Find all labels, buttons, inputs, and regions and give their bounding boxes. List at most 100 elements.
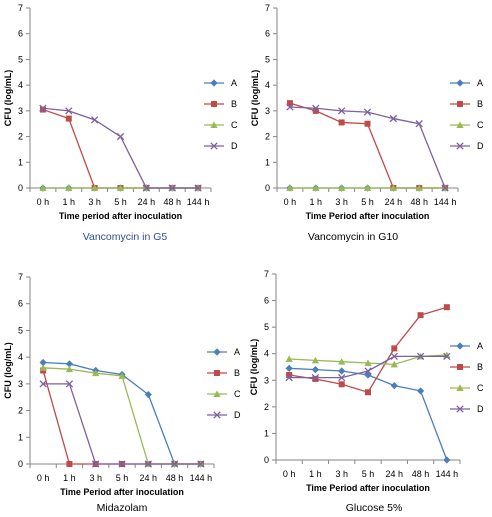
y-tick-label: 3 bbox=[264, 375, 269, 385]
data-point-a bbox=[338, 367, 346, 375]
data-point-c bbox=[285, 355, 293, 363]
legend-marker-b bbox=[211, 101, 217, 107]
y-tick-label: 4 bbox=[18, 80, 23, 90]
data-point-d bbox=[389, 114, 398, 123]
x-axis-title: Time Period after inoculation bbox=[306, 211, 430, 221]
legend-marker-d bbox=[213, 411, 221, 419]
legend-marker-d bbox=[456, 142, 464, 150]
data-point-d bbox=[39, 104, 47, 112]
legend-label-b: B bbox=[234, 368, 240, 378]
data-point-a bbox=[39, 358, 47, 367]
data-point-c bbox=[311, 356, 320, 364]
y-axis-title: CFU (log/mL) bbox=[3, 70, 13, 127]
chart-panel-3: 0 1 2 3 4 5 6 7 0 h 1 h 3 h 5 h 24 h 48 h 144 h Time Pe… bbox=[3, 272, 241, 514]
data-point-c bbox=[364, 359, 372, 367]
data-point-b bbox=[391, 345, 398, 352]
legend-marker-b bbox=[214, 370, 220, 376]
legend-marker-d bbox=[210, 142, 218, 150]
legend-marker-c bbox=[210, 121, 218, 128]
y-tick-label: 6 bbox=[18, 299, 23, 309]
data-point-c bbox=[118, 372, 126, 379]
series-line-b bbox=[289, 102, 446, 189]
data-point-a bbox=[285, 364, 293, 372]
y-tick-label: 7 bbox=[264, 269, 269, 279]
data-point-c bbox=[312, 184, 320, 191]
y-tick-label: 1 bbox=[18, 432, 23, 442]
data-point-b bbox=[286, 100, 293, 107]
data-point-c bbox=[39, 184, 47, 191]
data-point-a bbox=[416, 387, 425, 395]
x-tick-label: 5 h bbox=[362, 469, 375, 479]
legend-label-d: D bbox=[231, 141, 238, 151]
data-point-c bbox=[338, 184, 346, 191]
y-tick-label: 0 bbox=[18, 183, 23, 193]
data-point-d bbox=[197, 460, 205, 468]
x-tick-label: 144 h bbox=[187, 197, 210, 207]
y-tick-label: 4 bbox=[18, 352, 23, 362]
data-point-d bbox=[311, 373, 320, 382]
x-tick-label: 144 h bbox=[190, 473, 213, 483]
x-tick-label: 24 h bbox=[140, 473, 158, 483]
x-axis-title: Time Period after inoculation bbox=[60, 487, 184, 497]
data-point-d bbox=[116, 132, 125, 141]
data-point-c bbox=[390, 360, 398, 368]
x-tick-label: 1 h bbox=[310, 197, 323, 207]
y-tick-label: 6 bbox=[264, 296, 269, 306]
data-point-c bbox=[39, 364, 47, 371]
x-tick-label: 3 h bbox=[89, 473, 102, 483]
data-point-d bbox=[441, 184, 449, 192]
data-point-b bbox=[39, 106, 46, 113]
x-axis-title: Time Period after inoculation bbox=[306, 483, 430, 493]
data-point-d bbox=[337, 107, 346, 115]
data-point-c bbox=[91, 184, 99, 191]
data-point-d bbox=[65, 107, 73, 115]
chart-panel-4: 0 1 2 3 4 5 6 7 0 h 1 h 3 h 5 h 24 h 48 h 144 h Time Pe… bbox=[249, 269, 484, 514]
data-point-a bbox=[390, 382, 398, 390]
data-point-a bbox=[65, 360, 74, 368]
data-point-c bbox=[65, 184, 73, 191]
y-tick-label: 2 bbox=[265, 132, 270, 142]
y-tick-label: 3 bbox=[18, 106, 23, 116]
y-tick-label: 7 bbox=[265, 3, 270, 13]
chart-panel-1: 0 1 2 3 4 5 6 7 0 h 1 h 3 h 5 h 24 h 48 h 144 h Time pe… bbox=[3, 3, 238, 243]
y-tick-label: 5 bbox=[264, 322, 269, 332]
y-tick-label: 4 bbox=[265, 80, 270, 90]
y-tick-label: 2 bbox=[264, 402, 269, 412]
x-tick-label: 24 h bbox=[138, 197, 156, 207]
series-line-a bbox=[289, 367, 448, 461]
data-point-a bbox=[443, 456, 451, 464]
legend-label-d: D bbox=[477, 141, 484, 151]
data-point-b bbox=[65, 115, 72, 122]
data-point-d bbox=[286, 103, 294, 111]
legend-label-b: B bbox=[231, 99, 237, 109]
y-tick-label: 0 bbox=[265, 183, 270, 193]
y-axis-title: CFU (log/mL) bbox=[250, 70, 260, 127]
y-tick-label: 4 bbox=[264, 349, 269, 359]
legend-label-a: A bbox=[234, 347, 240, 357]
series-line-d bbox=[43, 383, 201, 465]
data-point-c bbox=[92, 369, 100, 377]
y-tick-label: 7 bbox=[18, 272, 23, 282]
data-point-a bbox=[144, 390, 152, 399]
chart-caption: Glucose 5% bbox=[346, 502, 403, 514]
data-point-b bbox=[365, 389, 371, 396]
y-tick-label: 2 bbox=[18, 406, 23, 416]
data-point-b bbox=[338, 381, 345, 388]
data-point-a bbox=[311, 366, 320, 374]
y-tick-label: 5 bbox=[18, 54, 23, 64]
data-point-b bbox=[338, 119, 345, 126]
legend-marker-c bbox=[456, 121, 464, 128]
data-point-b bbox=[443, 304, 450, 311]
y-tick-label: 1 bbox=[264, 428, 269, 438]
x-tick-label: 144 h bbox=[434, 197, 457, 207]
data-point-d bbox=[312, 104, 320, 112]
y-tick-label: 6 bbox=[18, 29, 23, 39]
x-axis-title: Time period after inoculation bbox=[59, 211, 182, 221]
legend-label-d: D bbox=[477, 404, 484, 414]
data-point-c bbox=[286, 184, 294, 191]
legend-marker-a bbox=[210, 79, 218, 87]
data-point-a bbox=[364, 371, 372, 379]
data-point-d bbox=[338, 373, 346, 382]
legend-marker-a bbox=[456, 79, 464, 87]
